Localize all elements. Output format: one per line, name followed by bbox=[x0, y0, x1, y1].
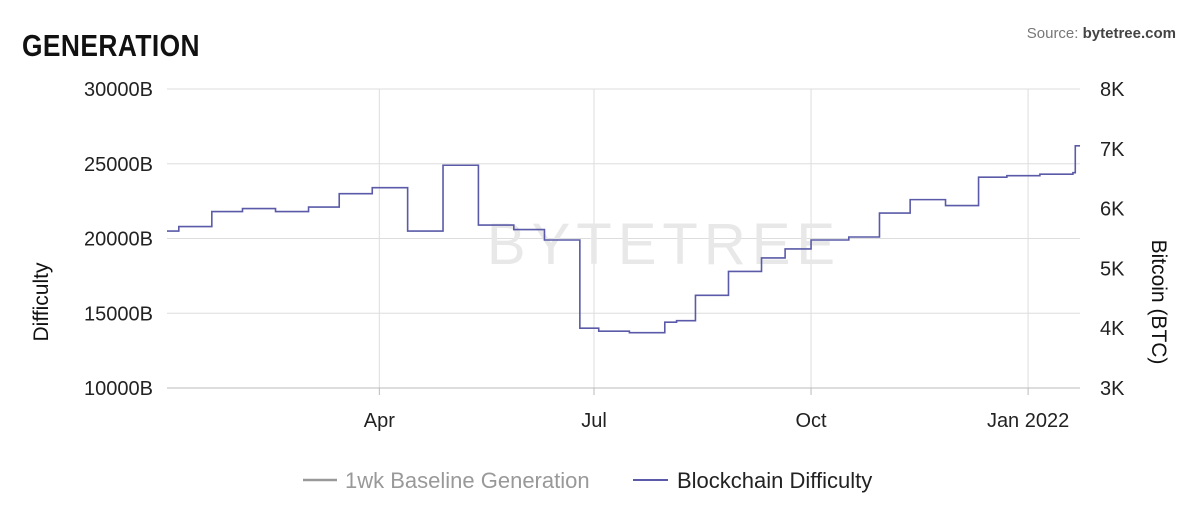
source-link[interactable]: bytetree.com bbox=[1082, 25, 1176, 42]
y-right-ticks: 3K 4K 5K 6K 7K 8K bbox=[1100, 79, 1125, 400]
y-left-tick-label: 25000B bbox=[84, 154, 153, 176]
y-left-ticks: 10000B 15000B 20000B 25000B 30000B bbox=[84, 79, 153, 400]
source-prefix: Source: bbox=[1026, 25, 1083, 42]
x-ticks: Apr Jul Oct Jan 2022 bbox=[364, 410, 1069, 432]
grid-lines bbox=[167, 88, 1080, 395]
x-tick-label: Oct bbox=[795, 410, 827, 432]
y-left-tick-label: 20000B bbox=[84, 229, 153, 251]
y-left-axis-title: Difficulty bbox=[30, 262, 53, 341]
y-right-tick-label: 6K bbox=[1100, 199, 1125, 221]
y-right-tick-label: 5K bbox=[1100, 258, 1125, 280]
y-left-tick-label: 10000B bbox=[84, 378, 153, 400]
legend-label-difficulty: Blockchain Difficulty bbox=[677, 468, 872, 493]
x-tick-label: Jan 2022 bbox=[987, 410, 1069, 432]
difficulty-line bbox=[167, 145, 1080, 334]
y-left-tick-label: 30000B bbox=[84, 79, 153, 101]
watermark-text: BYTETREE bbox=[487, 212, 841, 277]
y-right-tick-label: 4K bbox=[1100, 318, 1125, 340]
legend: 1wk Baseline Generation Blockchain Diffic… bbox=[303, 468, 872, 493]
legend-label-baseline: 1wk Baseline Generation bbox=[345, 468, 590, 493]
source-credit: Source: bytetree.com bbox=[1027, 25, 1176, 42]
y-right-tick-label: 3K bbox=[1100, 378, 1125, 400]
y-right-tick-label: 7K bbox=[1100, 139, 1125, 161]
y-right-tick-label: 8K bbox=[1100, 79, 1125, 101]
x-tick-label: Jul bbox=[581, 410, 607, 432]
y-left-tick-label: 15000B bbox=[84, 303, 153, 325]
series-group bbox=[167, 145, 1080, 334]
chart-title: GENERATION bbox=[22, 28, 200, 63]
x-tick-label: Apr bbox=[364, 410, 395, 432]
y-right-axis-title: Bitcoin (BTC) bbox=[1147, 240, 1170, 365]
